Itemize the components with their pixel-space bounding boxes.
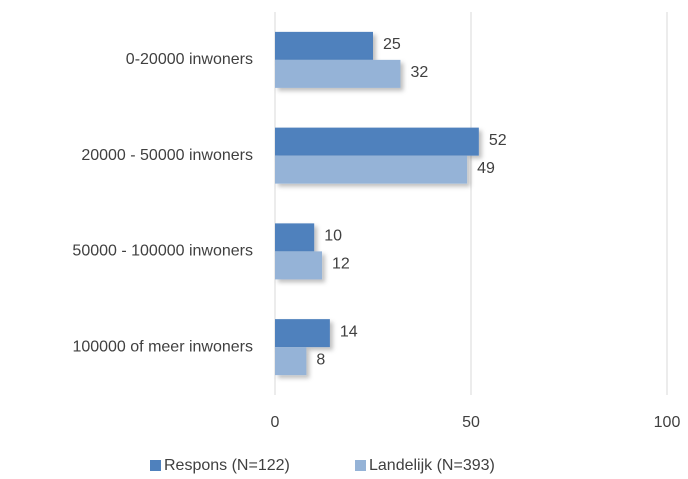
- bar: [275, 155, 468, 184]
- value-label: 10: [324, 228, 342, 245]
- y-tick-label: 50000 - 100000 inwoners: [72, 243, 253, 260]
- bar: [275, 31, 373, 60]
- bar: [275, 223, 315, 252]
- y-tick-label: 20000 - 50000 inwoners: [81, 147, 253, 164]
- bar: [275, 59, 401, 88]
- value-label: 49: [477, 160, 495, 177]
- legend-label: Landelijk (N=393): [369, 457, 495, 474]
- x-tick-label: 50: [462, 414, 480, 431]
- x-tick-label: 0: [271, 414, 280, 431]
- y-tick-label: 100000 of meer inwoners: [72, 338, 253, 355]
- value-label: 52: [489, 132, 507, 149]
- x-tick-label: 100: [654, 414, 681, 431]
- value-label: 32: [410, 64, 428, 81]
- legend-label: Respons (N=122): [164, 457, 290, 474]
- legend-swatch: [355, 460, 366, 471]
- value-label: 8: [316, 351, 325, 368]
- bar: [275, 319, 330, 348]
- bar: [275, 127, 479, 156]
- legend-swatch: [150, 460, 161, 471]
- bar: [275, 251, 323, 280]
- bar: [275, 347, 307, 376]
- value-label: 12: [332, 256, 350, 273]
- y-tick-label: 0-20000 inwoners: [126, 51, 253, 68]
- value-label: 25: [383, 36, 401, 53]
- value-label: 14: [340, 323, 358, 340]
